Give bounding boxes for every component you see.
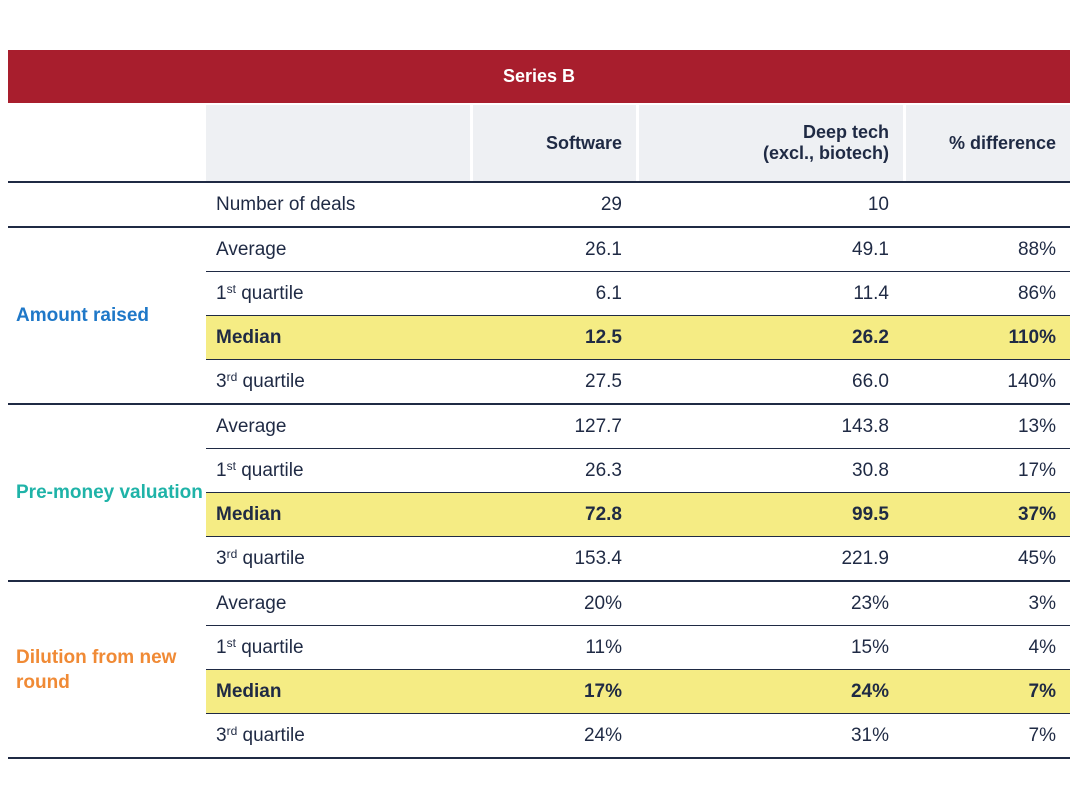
metric-cell: 3rd quartile xyxy=(216,723,305,746)
deep-tech-value: 11.4 xyxy=(853,282,889,304)
software-value: 127.7 xyxy=(574,415,622,437)
software-value: 11% xyxy=(585,636,622,658)
table-row: Median 17% 24% 7% xyxy=(206,669,1070,713)
deep-tech-value: 26.2 xyxy=(852,326,889,348)
metric-cell: Average xyxy=(216,415,287,437)
difference-value: 17% xyxy=(1017,459,1056,481)
header-software: Software xyxy=(473,105,636,181)
row-group: Pre-money valuation Average 127.7 143.8 13% 1… xyxy=(8,405,1070,582)
table-row: 1st quartile 26.3 30.8 17% xyxy=(206,448,1070,492)
table-row: Median 12.5 26.2 110% xyxy=(206,315,1070,359)
table-row: Average 20% 23% 3% xyxy=(206,582,1070,625)
group-rows: Average 26.1 49.1 88% 1st quartile 6.1 11.4 86%… xyxy=(206,228,1070,403)
metric-cell: Average xyxy=(216,238,287,260)
ordinal-suffix: st xyxy=(226,281,236,296)
group-rows: Average 127.7 143.8 13% 1st quartile 26.3 30.8… xyxy=(206,405,1070,580)
difference-value: 88% xyxy=(1017,238,1056,260)
software-value: 6.1 xyxy=(595,282,622,304)
table-row: 3rd quartile 27.5 66.0 140% xyxy=(206,359,1070,403)
group-label: Pre-money valuation xyxy=(16,482,203,503)
ordinal-suffix: rd xyxy=(226,723,238,738)
difference-value: 13% xyxy=(1017,415,1056,437)
table-row: 3rd quartile 24% 31% 7% xyxy=(206,713,1070,757)
metric-cell: 1st quartile xyxy=(216,281,304,304)
group-label: Amount raised xyxy=(16,305,150,326)
row-group: Amount raised Average 26.1 49.1 88% 1st quart… xyxy=(8,228,1070,405)
software-value: 26.1 xyxy=(585,238,622,260)
deep-tech-value: 24% xyxy=(850,680,889,702)
metric-cell: 1st quartile xyxy=(216,458,304,481)
deep-tech-value: 31% xyxy=(850,724,889,746)
software-value: 17% xyxy=(583,680,622,702)
row-group: Number of deals 29 10 xyxy=(8,183,1070,228)
ordinal-suffix: rd xyxy=(226,546,238,561)
deep-tech-value: 99.5 xyxy=(852,503,889,525)
metric-cell: 3rd quartile xyxy=(216,546,305,569)
table-row: 1st quartile 6.1 11.4 86% xyxy=(206,271,1070,315)
group-rows: Average 20% 23% 3% 1st quartile 11% 15% 4% Media… xyxy=(206,582,1070,757)
difference-value: 45% xyxy=(1017,547,1056,569)
metric-cell: Average xyxy=(216,592,287,614)
series-b-table: Series B Software Deep tech (excl., biot… xyxy=(8,50,1070,759)
metric-cell: 3rd quartile xyxy=(216,369,305,392)
difference-value: 7% xyxy=(1028,680,1056,702)
ordinal-suffix: st xyxy=(226,635,236,650)
software-value: 20% xyxy=(583,592,622,614)
table-row: Median 72.8 99.5 37% xyxy=(206,492,1070,536)
difference-value: 3% xyxy=(1028,592,1056,614)
row-group: Dilution from new round Average 20% 23% 3% 1s… xyxy=(8,582,1070,759)
group-rows: Number of deals 29 10 xyxy=(206,183,1070,226)
header-blank-group xyxy=(8,105,203,181)
header-row: Software Deep tech (excl., biotech) % di… xyxy=(8,105,1070,183)
deep-tech-value: 23% xyxy=(850,592,889,614)
header-difference: % difference xyxy=(906,105,1070,181)
deep-tech-value: 10 xyxy=(867,193,889,215)
table-body: Number of deals 29 10 Amount raised Average 2… xyxy=(8,183,1070,759)
table-row: Average 127.7 143.8 13% xyxy=(206,405,1070,448)
deep-tech-value: 143.8 xyxy=(841,415,889,437)
deep-tech-value: 49.1 xyxy=(852,238,889,260)
table-title: Series B xyxy=(8,50,1070,103)
difference-value: 140% xyxy=(1007,370,1056,392)
ordinal-suffix: st xyxy=(226,458,236,473)
software-value: 72.8 xyxy=(585,503,622,525)
table-row: Number of deals 29 10 xyxy=(206,183,1070,226)
difference-value: 4% xyxy=(1028,636,1056,658)
metric-cell: Median xyxy=(216,503,282,525)
group-label xyxy=(8,183,206,226)
software-value: 24% xyxy=(583,724,622,746)
software-value: 27.5 xyxy=(585,370,622,392)
software-value: 29 xyxy=(600,193,622,215)
difference-value: 110% xyxy=(1008,326,1056,348)
deep-tech-value: 30.8 xyxy=(852,459,889,481)
table-row: Average 26.1 49.1 88% xyxy=(206,228,1070,271)
software-value: 12.5 xyxy=(585,326,622,348)
metric-cell: 1st quartile xyxy=(216,635,304,658)
deep-tech-value: 221.9 xyxy=(841,547,889,569)
difference-value: 37% xyxy=(1017,503,1056,525)
software-value: 153.4 xyxy=(574,547,622,569)
metric-cell: Number of deals xyxy=(216,193,356,215)
metric-cell: Median xyxy=(216,680,282,702)
header-deep-tech: Deep tech (excl., biotech) xyxy=(639,105,903,181)
deep-tech-value: 66.0 xyxy=(852,370,889,392)
table-row: 1st quartile 11% 15% 4% xyxy=(206,625,1070,669)
difference-value: 86% xyxy=(1017,282,1056,304)
software-value: 26.3 xyxy=(585,459,622,481)
table-row: 3rd quartile 153.4 221.9 45% xyxy=(206,536,1070,580)
deep-tech-value: 15% xyxy=(850,636,889,658)
group-label: Dilution from new round xyxy=(16,646,177,693)
header-blank-metric xyxy=(206,105,470,181)
metric-cell: Median xyxy=(216,326,282,348)
difference-value: 7% xyxy=(1028,724,1056,746)
ordinal-suffix: rd xyxy=(226,369,238,384)
